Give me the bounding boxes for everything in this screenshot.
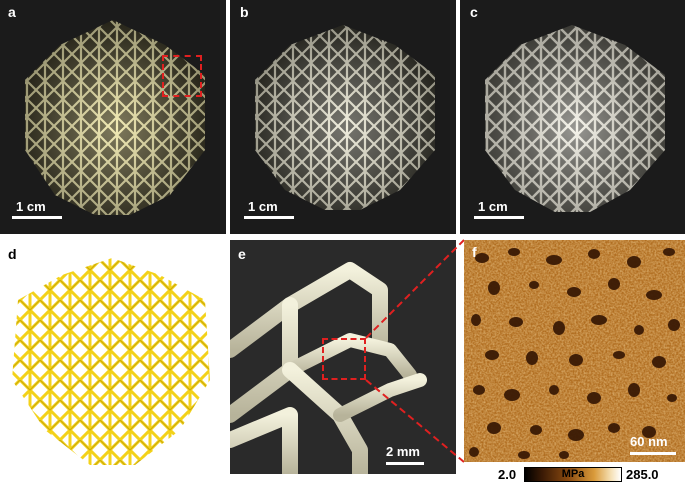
panel-c-photo: c 1 cm xyxy=(460,0,685,234)
scale-bar-a xyxy=(12,216,62,219)
colorbar-unit: MPa xyxy=(561,468,585,480)
lattice-render-d xyxy=(12,258,210,465)
scale-bar-e xyxy=(386,462,424,465)
scale-text-f: 60 nm xyxy=(630,434,668,449)
scale-bar-c xyxy=(474,216,524,219)
lattice-photo-a xyxy=(25,20,205,215)
scale-text-b: 1 cm xyxy=(248,199,278,214)
colorbar-max: 285.0 xyxy=(626,467,659,482)
panel-b-photo: b 1 cm xyxy=(230,0,456,234)
region-highlight-box xyxy=(162,55,202,97)
panel-label-f: f xyxy=(472,244,477,260)
scale-text-a: 1 cm xyxy=(16,199,46,214)
colorbar-min: 2.0 xyxy=(498,467,517,482)
panel-f-afm-map: f 60 nm xyxy=(464,240,685,462)
lattice-photo-b xyxy=(255,25,435,210)
panel-label-c: c xyxy=(470,4,478,20)
panel-d-render: d xyxy=(0,240,226,486)
scale-bar-b xyxy=(244,216,294,219)
scale-text-c: 1 cm xyxy=(478,199,508,214)
region-highlight-box-e xyxy=(322,338,366,380)
scale-bar-f xyxy=(630,452,676,455)
panel-label-a: a xyxy=(8,4,16,20)
lattice-photo-c xyxy=(485,25,665,212)
panel-label-b: b xyxy=(240,4,249,20)
afm-modulus-map xyxy=(464,240,685,462)
scale-text-e: 2 mm xyxy=(386,444,420,459)
panel-e-photo: e 2 mm xyxy=(230,240,456,474)
panel-label-e: e xyxy=(238,246,246,262)
colorbar: MPa xyxy=(524,467,622,482)
panel-label-d: d xyxy=(8,246,17,262)
panel-a-photo: a 1 cm xyxy=(0,0,226,234)
